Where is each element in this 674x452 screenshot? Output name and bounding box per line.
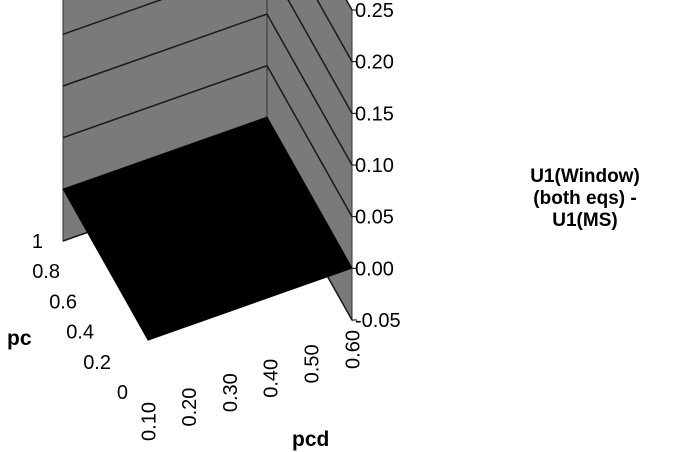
z-tick-label: 0.00	[355, 258, 394, 280]
pc-tick-label: 0.8	[32, 261, 60, 283]
pc-tick-label: 0	[117, 382, 128, 404]
pcd-tick-label: 0.20	[179, 388, 201, 427]
z-gridline	[62, 0, 353, 114]
pc-tick-label: 0.4	[66, 322, 94, 344]
z-gridline	[62, 64, 353, 218]
z-tick-label: 0.05	[355, 207, 394, 229]
z-tick-label: 0.25	[355, 0, 394, 22]
pcd-axis-tick-labels: 0.10 0.20 0.30 0.40 0.50 0.60	[138, 330, 364, 441]
z-tick-label: 0.15	[355, 103, 394, 125]
z-gridline	[316, 0, 353, 63]
z-tick-label: -0.05	[355, 310, 401, 332]
pcd-tick-label: 0.50	[301, 344, 323, 383]
pcd-axis-title: pcd	[292, 428, 329, 451]
z-tick-label: 0.20	[355, 52, 394, 74]
pc-axis-title: pc	[7, 327, 32, 350]
pcd-tick-label: 0.10	[138, 402, 160, 441]
z-tick-label: 0.10	[355, 155, 394, 177]
surface-plot	[62, 116, 353, 341]
surface-cell	[225, 116, 285, 163]
pcd-tick-label: 0.60	[342, 330, 364, 369]
pc-tick-label: 0.2	[83, 352, 111, 374]
pc-axis-tick-labels: 0 0.2 0.4 0.6 0.8 1	[32, 231, 128, 404]
z-axis-tick-labels: -0.05 0.00 0.05 0.10 0.15 0.20 0.25	[352, 0, 401, 332]
pcd-tick-label: 0.40	[261, 359, 283, 398]
z-gridline	[62, 13, 353, 166]
pcd-tick-label: 0.30	[220, 373, 242, 412]
pc-tick-label: 0.6	[49, 291, 77, 313]
pc-tick-label: 1	[32, 231, 43, 253]
legend-title: U1(Window) (both eqs) - U1(MS)	[530, 166, 640, 231]
